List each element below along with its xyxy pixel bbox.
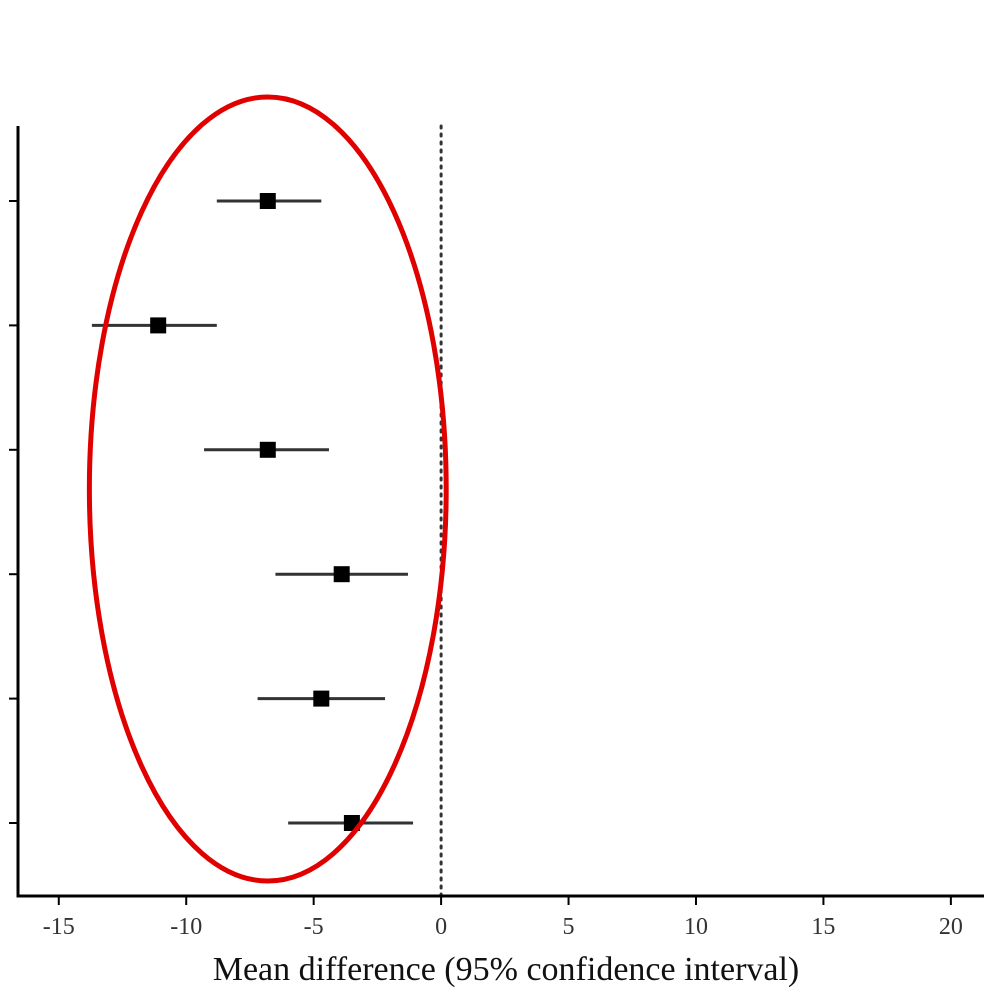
point-estimate-3 [259,441,276,458]
x-axis-title: Mean difference (95% confidence interval… [213,951,800,988]
x-tick-label-15: 15 [811,914,835,940]
plot-marks [86,94,449,898]
point-estimate-5 [313,690,330,707]
x-tick-label-20: 20 [939,914,963,940]
x-tick-label--5: -5 [304,914,324,940]
point-estimate-4 [333,566,350,583]
x-tick-label-0: 0 [435,914,447,940]
x-tick-label-10: 10 [684,914,708,940]
x-tick-label--10: -10 [170,914,202,940]
axes: -15 -10 -5 0 5 10 15 20 [9,126,984,940]
point-estimate-1 [259,193,276,209]
highlight-ellipse [86,94,449,884]
x-tick-label-5: 5 [563,914,575,940]
point-estimate-2 [150,317,167,334]
x-tick-label--15: -15 [43,914,75,940]
